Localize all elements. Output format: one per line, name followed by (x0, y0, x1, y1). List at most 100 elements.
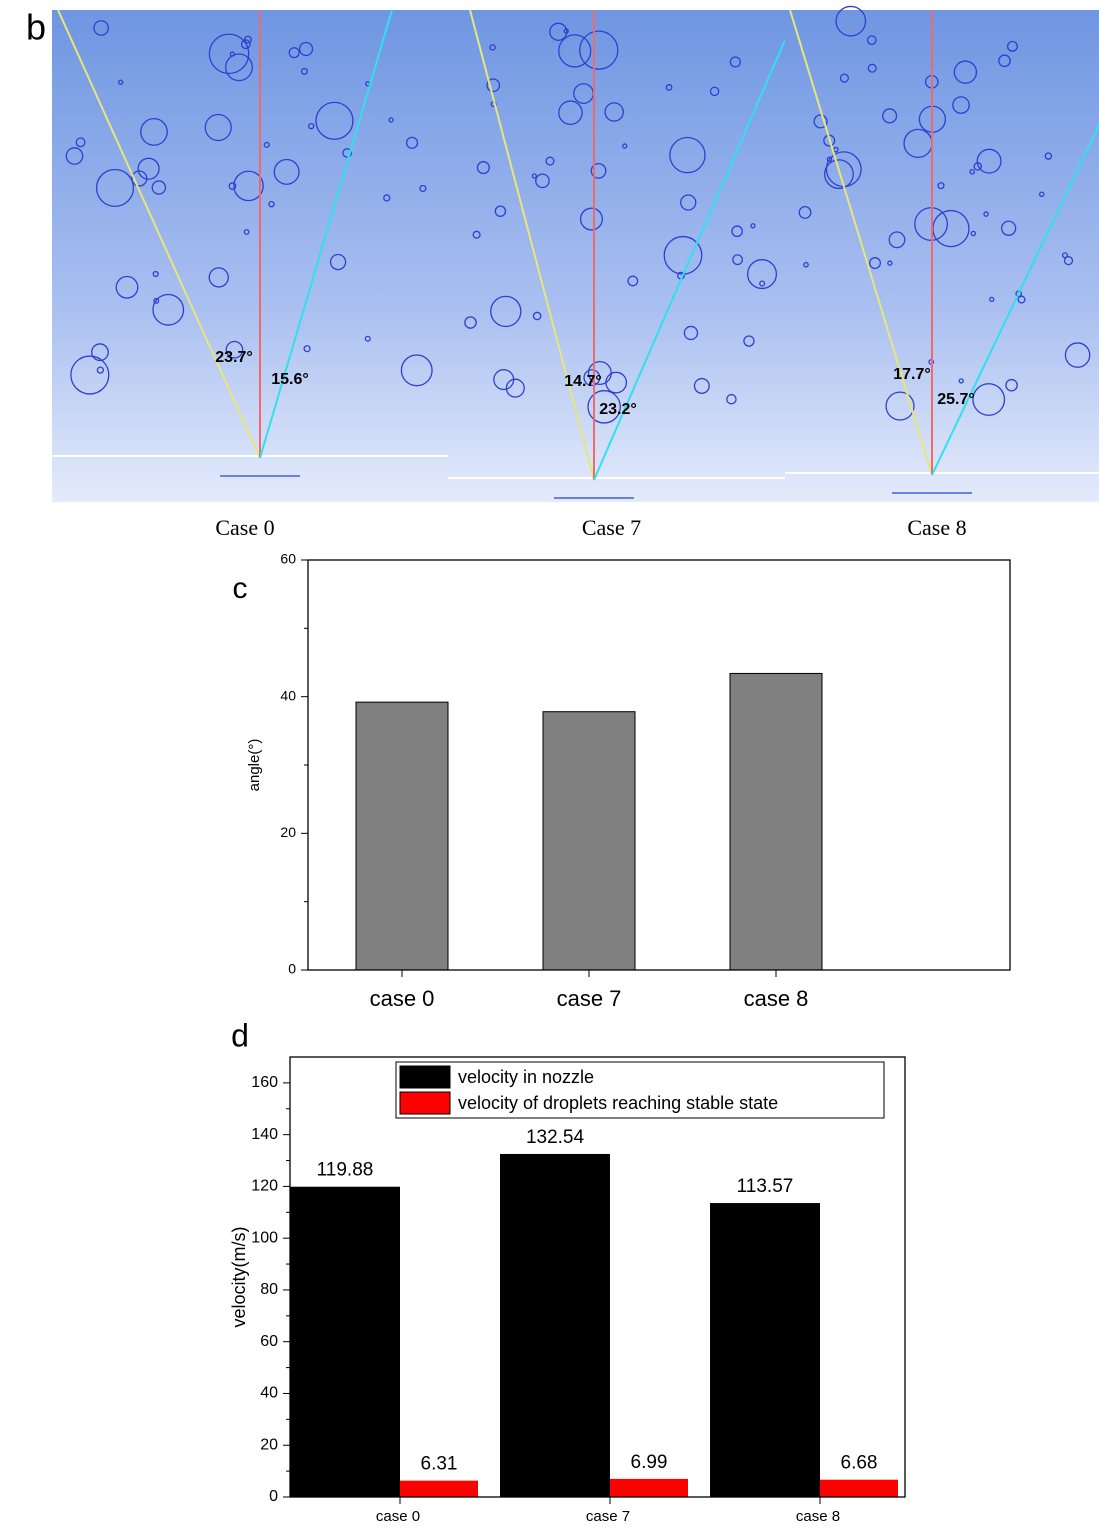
droplet (273, 158, 300, 185)
image-caption: Case 0 (215, 515, 274, 540)
droplet (839, 73, 850, 83)
simulation-background (448, 10, 785, 502)
bar (610, 1478, 688, 1497)
droplet (342, 148, 352, 158)
droplet (532, 311, 542, 321)
droplet (153, 297, 160, 304)
droplet (750, 223, 756, 229)
droplet (669, 136, 706, 174)
droplet (1006, 40, 1018, 52)
droplet (1061, 252, 1069, 259)
droplet (298, 41, 314, 57)
y-tick-label: 20 (260, 1436, 278, 1453)
y-tick-label: 0 (288, 961, 296, 977)
droplet (627, 275, 639, 287)
droplet (383, 194, 391, 202)
droplet (419, 184, 427, 193)
spray-edge (593, 39, 786, 481)
y-tick-label: 160 (251, 1074, 278, 1091)
droplet (268, 200, 275, 208)
droplet (835, 5, 867, 37)
value-label: 113.57 (737, 1176, 794, 1197)
angle-label: 15.6° (271, 371, 309, 388)
droplet (885, 391, 915, 421)
droplet (65, 147, 84, 165)
bar (290, 1186, 400, 1497)
droplet (798, 206, 812, 219)
x-tick-label: case 0 (376, 1508, 420, 1525)
droplet (882, 108, 898, 124)
spray-edge (259, 9, 393, 459)
droplet (680, 194, 697, 211)
droplet (494, 205, 507, 217)
angle-label: 14.7° (564, 373, 602, 390)
x-tick-label: case 8 (796, 1508, 840, 1525)
droplet (208, 267, 229, 288)
panel-label: c (233, 572, 248, 605)
droplet (545, 156, 555, 166)
droplet (152, 293, 185, 326)
legend-swatch (399, 1065, 451, 1089)
droplet (952, 96, 970, 114)
bar (710, 1203, 820, 1497)
droplet (364, 335, 371, 342)
droplet (558, 100, 583, 126)
droplet (152, 270, 159, 278)
droplet (833, 146, 839, 153)
panel-label: d (231, 1017, 249, 1053)
droplet (1005, 378, 1018, 392)
droplet (489, 44, 496, 51)
droplet (490, 295, 522, 328)
droplet (75, 137, 86, 148)
droplet (937, 182, 945, 190)
y-tick-label: 60 (280, 551, 296, 567)
droplet (225, 53, 253, 82)
droplet (729, 56, 741, 68)
x-tick-label: case 7 (557, 986, 622, 1011)
droplet (824, 159, 854, 190)
image-caption: Case 8 (907, 515, 966, 540)
x-tick-label: case 7 (586, 1508, 630, 1525)
simulation-images: 23.7° 15.6° 14.7° 23.2° 17.7° 25.7° (52, 5, 1099, 502)
simulation-background (785, 10, 1099, 502)
spray-edge (789, 9, 933, 476)
bar (500, 1153, 610, 1497)
y-tick-label: 0 (269, 1488, 278, 1505)
droplet (1017, 295, 1026, 304)
droplet (583, 369, 601, 387)
droplet (300, 67, 308, 75)
droplet (204, 113, 232, 142)
droplet (867, 63, 877, 73)
angle-label: 17.7° (893, 366, 931, 383)
droplet (91, 343, 109, 362)
droplet (587, 390, 621, 424)
plot-frame (289, 1056, 906, 1498)
droplet (622, 143, 628, 149)
spray-edge (931, 124, 1099, 476)
droplet (308, 122, 315, 130)
droplet (388, 117, 394, 123)
droplet (228, 182, 237, 190)
plot-frame (307, 559, 1011, 971)
droplet (405, 136, 419, 149)
droplet (1064, 342, 1091, 368)
droplet (746, 259, 778, 290)
droplet (683, 325, 699, 341)
droplet (329, 253, 347, 271)
droplet (976, 148, 1002, 174)
droplet (70, 355, 110, 395)
droplet (958, 378, 964, 384)
droplet (535, 173, 550, 189)
droplet (225, 340, 244, 359)
droplet (400, 354, 433, 387)
droplet (240, 39, 251, 50)
droplet (1038, 191, 1045, 198)
legend-swatch (399, 1091, 451, 1115)
droplet (95, 168, 135, 208)
droplet (315, 101, 354, 140)
legend-label: velocity in nozzle (458, 1067, 594, 1087)
legend-label: velocity of droplets reaching stable sta… (458, 1093, 778, 1113)
y-tick-label: 60 (260, 1333, 278, 1350)
droplet (969, 168, 975, 175)
droplet (665, 84, 673, 91)
